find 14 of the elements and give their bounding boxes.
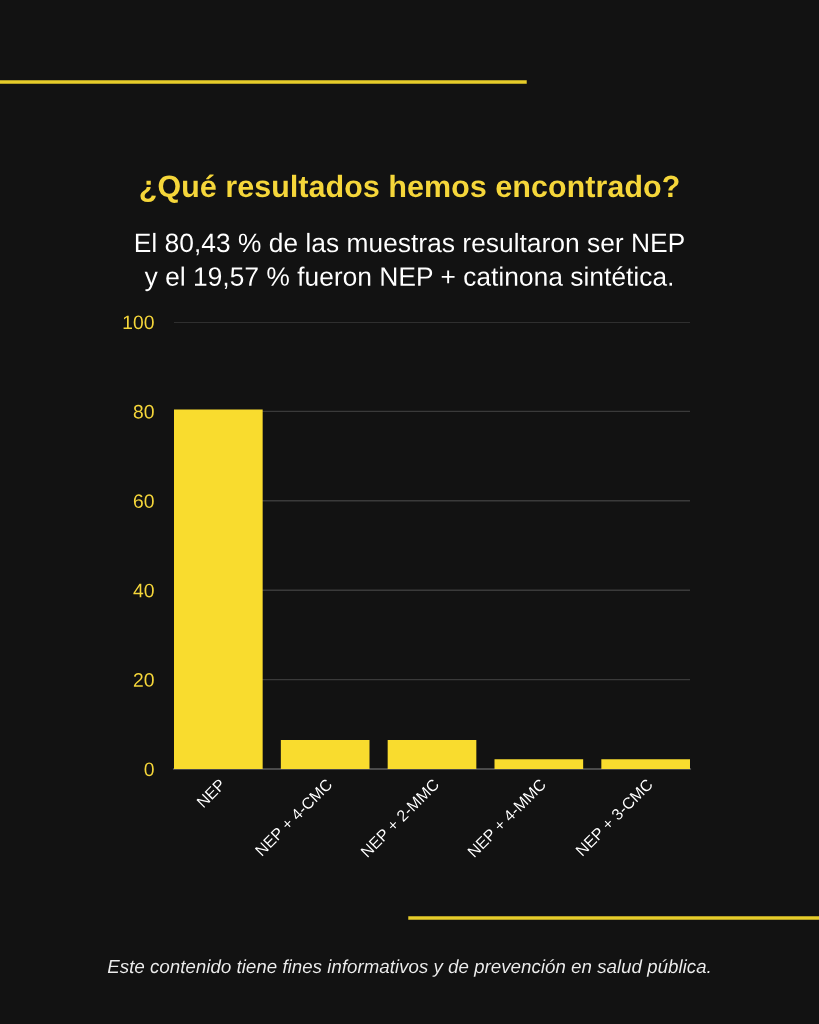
y-tick-label: 40 — [133, 583, 154, 598]
bar — [494, 759, 584, 769]
y-tick-label: 100 — [123, 315, 154, 330]
bar — [387, 739, 477, 769]
text: Este contenido tiene fines informativos y de prevención en salud pública. — [107, 959, 710, 977]
bar — [280, 739, 370, 769]
chart-title: ¿Qué resultados hemos encontrado? — [140, 174, 679, 203]
bar — [174, 409, 263, 769]
bar — [601, 759, 690, 769]
y-tick-label: 20 — [133, 673, 154, 687]
y-tick-label: 60 — [133, 494, 154, 509]
y-tick-label: 80 — [133, 404, 154, 419]
y-tick-label: 0 — [144, 762, 154, 777]
chart-subtitle: El 80,43 % de las muestras resultaron ser NEP y el 19,57 % fueron NEP + catinona sintética. — [135, 232, 684, 292]
